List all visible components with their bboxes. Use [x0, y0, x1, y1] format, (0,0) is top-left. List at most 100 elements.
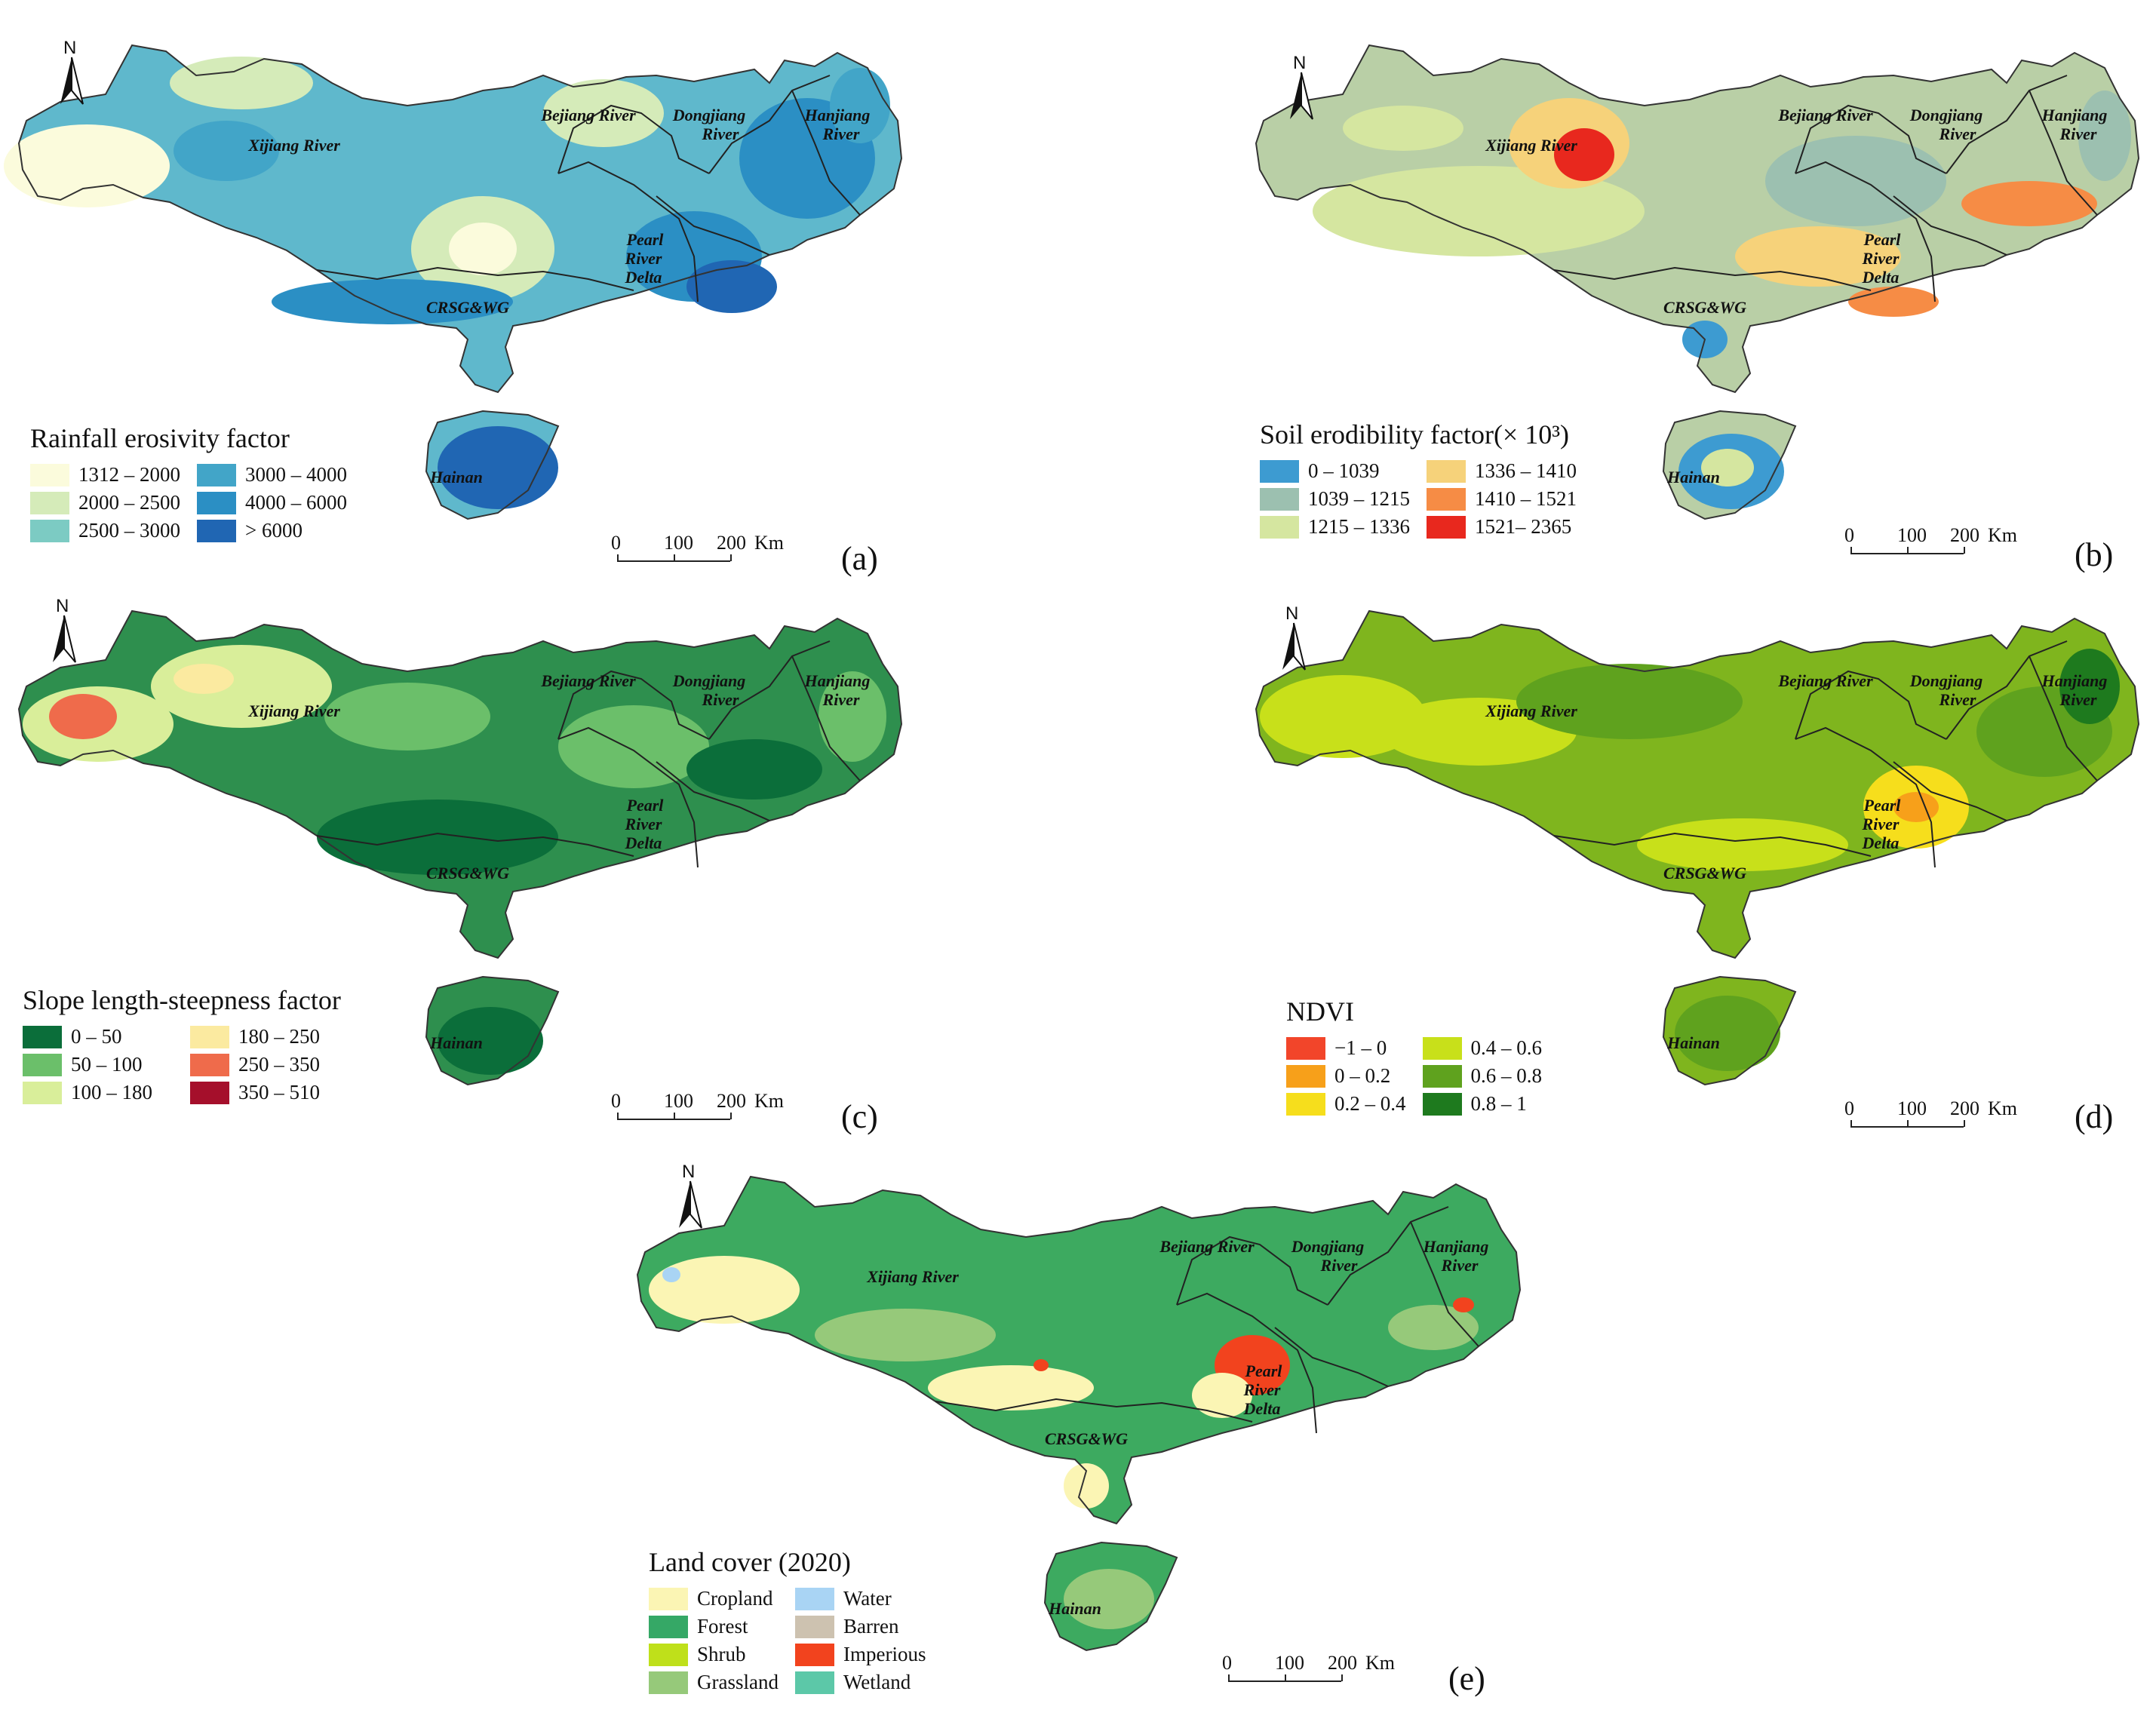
legend-item: 2500 – 3000: [30, 519, 180, 542]
basin-label-prd_1: Pearl: [1245, 1361, 1283, 1380]
scale-tick-label: 100: [664, 532, 693, 554]
legend-swatch: [1260, 487, 1299, 511]
basin-label-bejiang: Bejiang River: [1777, 671, 1873, 690]
basin-label-hanjiang_2: River: [1441, 1256, 1479, 1275]
basin-boundary: [1893, 195, 2007, 256]
legend-label: 1336 – 1410: [1475, 459, 1577, 482]
scale-tick-label: 0: [1222, 1652, 1232, 1674]
legend-c: Slope length-steepness factor 0 – 50 180 …: [23, 984, 341, 1104]
legend-swatch: [649, 1643, 688, 1666]
legend-item: 50 – 100: [23, 1053, 174, 1076]
legend-item: 0 – 50: [23, 1025, 174, 1048]
scale-tick: [1285, 1674, 1286, 1681]
legend-label: 2500 – 3000: [78, 519, 180, 542]
basin-label-crsg: CRSG&WG: [426, 298, 509, 317]
scale-bar: 0 100 200 Km: [611, 532, 807, 569]
legend-item: 3000 – 4000: [197, 463, 347, 486]
legend-title: Rainfall erosivity factor: [30, 423, 290, 453]
legend-label: Cropland: [697, 1587, 773, 1610]
legend-swatch: [1422, 1092, 1462, 1116]
basin-label-dongjiang_2: River: [1939, 124, 1976, 143]
basin-label-bejiang: Bejiang River: [1777, 106, 1873, 124]
slope-zones: [23, 645, 886, 1075]
legend-swatch: [794, 1643, 834, 1666]
legend-label: 0 – 1039: [1308, 459, 1380, 482]
scale-tick-label: 100: [1275, 1652, 1304, 1674]
legend-swatch: [1427, 459, 1466, 483]
basin-label-bejiang: Bejiang River: [540, 106, 636, 124]
legend-swatch: [1286, 1064, 1325, 1088]
basin-label-prd_1: Pearl: [1863, 796, 1902, 815]
basin-label-dongjiang_1: Dongjiang: [1291, 1237, 1365, 1256]
scale-tick: [674, 554, 675, 561]
panel-a: Xijiang River Bejiang River Dongjiang River…: [4, 30, 1071, 588]
mainland-region: [1256, 611, 2139, 958]
coastline: [1255, 44, 2140, 394]
scale-tick: [1907, 547, 1909, 554]
legend-item: 350 – 510: [189, 1081, 341, 1104]
panel-label: (c): [841, 1098, 878, 1135]
basin-label-prd_1: Pearl: [626, 230, 665, 249]
scale-tick-label: 0: [611, 1090, 621, 1112]
legend-label: 0 – 0.2: [1334, 1064, 1391, 1087]
basin-boundary: [557, 104, 710, 174]
scale-tick-label: 200: [717, 532, 746, 554]
scale-unit: Km: [1365, 1652, 1395, 1674]
landcover-zones: [649, 1256, 1479, 1629]
legend-item: 0.8 – 1: [1422, 1092, 1543, 1116]
basin-boundary: [557, 670, 710, 740]
ndvi-zones: [1260, 649, 2120, 1071]
legend-swatch: [197, 463, 236, 486]
basin-boundary: [2029, 655, 2098, 781]
basin-label-hanjiang_1: Hanjiang: [804, 671, 871, 690]
legend-label: 1521– 2365: [1475, 515, 1572, 538]
mainland-region: [637, 1177, 1520, 1524]
basin-label-hanjiang_1: Hanjiang: [2041, 671, 2108, 690]
north-arrow: N: [53, 38, 91, 106]
basin-label-prd_2: River: [1243, 1380, 1281, 1399]
basin-label-hainan: Hainan: [429, 468, 483, 486]
basin-boundary: [1946, 640, 2068, 740]
basin-boundary: [316, 266, 634, 291]
mainland-region: [1256, 45, 2139, 392]
scale-line: [1850, 553, 1964, 554]
scale-tick: [617, 554, 619, 561]
basin-boundary: [1410, 1221, 1479, 1347]
scale-tick-label: 200: [1950, 1097, 1979, 1119]
coastline: [1043, 1541, 1178, 1652]
basin-boundary: [1795, 670, 1947, 740]
scale-unit: Km: [754, 1090, 784, 1112]
basin-boundary: [791, 655, 861, 781]
basin-label-xijiang: Xijiang River: [247, 136, 340, 155]
legend-item: Grassland: [649, 1671, 779, 1694]
scale-tick: [1850, 547, 1852, 554]
scale-line: [617, 1119, 730, 1120]
basin-label-crsg: CRSG&WG: [1045, 1429, 1128, 1448]
basin-boundary: [1176, 1292, 1317, 1434]
basin-label-bejiang: Bejiang River: [540, 671, 636, 690]
basin-boundary: [935, 1398, 1253, 1423]
basin-label-xijiang: Xijiang River: [247, 701, 340, 720]
scale-tick: [1907, 1120, 1909, 1127]
basin-boundary: [656, 195, 770, 256]
north-arrow: N: [1275, 603, 1313, 671]
basin-label-prd_3: Delta: [1862, 268, 1900, 287]
legend-label: Wetland: [843, 1671, 911, 1693]
scale-bar: 0 100 200 Km: [1844, 1097, 2041, 1135]
north-arrow: N: [1282, 53, 1320, 121]
basin-label-xijiang: Xijiang River: [1485, 136, 1577, 155]
basin-label-prd_3: Delta: [1243, 1399, 1281, 1418]
basin-label-xijiang: Xijiang River: [1485, 701, 1577, 720]
basin-label-hanjiang_2: River: [822, 690, 860, 709]
basin-boundary: [1176, 1235, 1328, 1306]
legend-label: 250 – 350: [238, 1053, 320, 1076]
legend-swatch: [23, 1053, 62, 1076]
